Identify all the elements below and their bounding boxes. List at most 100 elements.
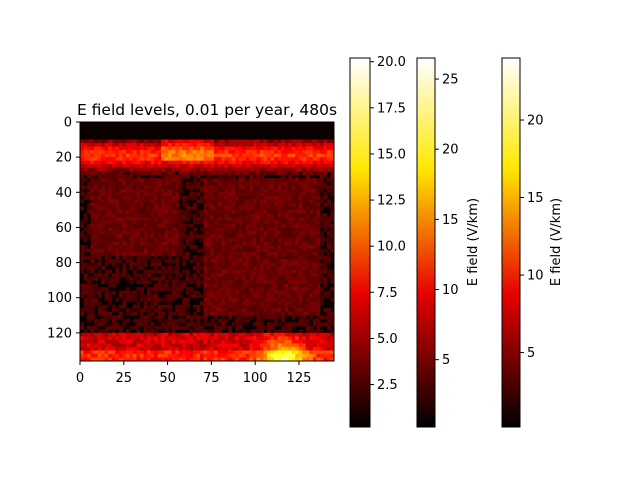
heatmap-cell: [175, 283, 180, 288]
heatmap-cell: [147, 209, 151, 214]
heatmap-cell: [125, 202, 130, 207]
heatmap-cell: [168, 241, 173, 246]
heatmap-cell: [125, 248, 130, 253]
heatmap-cell: [259, 185, 264, 190]
heatmap-cell: [154, 150, 159, 155]
heatmap-cell: [256, 223, 261, 228]
heatmap-cell: [305, 287, 310, 292]
heatmap-cell: [111, 181, 116, 186]
heatmap-cell: [136, 248, 141, 253]
heatmap-cell: [154, 301, 159, 306]
heatmap-cell: [316, 227, 321, 232]
heatmap-cell: [288, 269, 293, 274]
heatmap-cell: [312, 283, 317, 288]
heatmap-cell: [295, 322, 300, 327]
heatmap-cell: [238, 357, 243, 362]
heatmap-cell: [291, 294, 296, 299]
heatmap-cell: [203, 259, 208, 263]
heatmap-cell: [171, 188, 176, 193]
heatmap-cell: [242, 171, 247, 176]
heatmap-cell: [157, 153, 162, 158]
heatmap-cell: [210, 259, 215, 263]
heatmap-cell: [118, 202, 123, 207]
colorbar-tick-label: 15: [442, 213, 459, 228]
heatmap-cell: [252, 329, 257, 334]
heatmap-cell: [157, 146, 162, 151]
heatmap-cell: [221, 216, 226, 221]
heatmap-cell: [277, 297, 282, 302]
heatmap-cell: [199, 294, 204, 299]
heatmap-cell: [235, 266, 240, 271]
heatmap-cell: [83, 255, 88, 260]
heatmap-cell: [263, 266, 268, 271]
heatmap-cell: [326, 241, 331, 246]
heatmap-cell: [161, 234, 166, 239]
heatmap-cell: [263, 294, 268, 299]
heatmap-cell: [309, 150, 314, 155]
heatmap-cell: [252, 227, 257, 232]
heatmap-cell: [164, 167, 169, 172]
heatmap-cell: [238, 287, 243, 292]
heatmap-cell: [330, 206, 335, 211]
heatmap-cell: [136, 160, 141, 165]
heatmap-cell: [94, 262, 99, 267]
heatmap-cell: [168, 150, 173, 155]
heatmap-cell: [274, 262, 278, 267]
heatmap-cell: [94, 213, 99, 218]
heatmap-cell: [136, 195, 141, 200]
heatmap-cell: [136, 174, 141, 179]
heatmap-cell: [224, 195, 229, 200]
heatmap-cell: [288, 213, 293, 218]
heatmap-cell: [231, 234, 236, 239]
heatmap-cell: [221, 304, 226, 309]
heatmap-cell: [259, 276, 264, 281]
heatmap-cell: [111, 346, 116, 351]
heatmap-cell: [305, 206, 310, 211]
heatmap-cell: [83, 343, 88, 348]
heatmap-cell: [122, 269, 127, 274]
heatmap-cell: [231, 185, 236, 190]
heatmap-cell: [305, 353, 310, 358]
heatmap-cell: [207, 230, 211, 235]
heatmap-cell: [295, 178, 300, 183]
heatmap-cell: [122, 174, 127, 179]
heatmap-cell: [249, 146, 254, 151]
heatmap-cell: [136, 346, 141, 351]
heatmap-cell: [281, 146, 286, 151]
heatmap-cell: [316, 199, 321, 204]
heatmap-cell: [252, 339, 257, 344]
heatmap-cell: [97, 209, 102, 214]
heatmap-cell: [129, 332, 134, 337]
heatmap-cell: [302, 153, 307, 158]
heatmap-cell: [319, 294, 324, 299]
heatmap-cell: [263, 150, 268, 155]
heatmap-cell: [326, 188, 331, 193]
heatmap-cell: [104, 230, 109, 235]
heatmap-cell: [125, 227, 130, 232]
heatmap-cell: [217, 276, 222, 281]
heatmap-cell: [157, 276, 162, 281]
heatmap-cell: [312, 195, 317, 200]
heatmap-cell: [305, 255, 310, 260]
heatmap-cell: [235, 234, 240, 239]
heatmap-cell: [309, 234, 314, 239]
heatmap-cell: [319, 223, 324, 228]
heatmap-cell: [164, 294, 169, 299]
heatmap-cell: [168, 311, 173, 316]
heatmap-cell: [245, 255, 250, 260]
heatmap-cell: [302, 227, 307, 232]
heatmap-cell: [175, 273, 180, 278]
heatmap-cell: [295, 276, 300, 281]
heatmap-cell: [221, 171, 226, 176]
heatmap-cell: [157, 332, 162, 337]
heatmap-cell: [235, 297, 240, 302]
heatmap-cell: [104, 160, 109, 165]
heatmap-cell: [157, 188, 162, 193]
heatmap-cell: [242, 199, 247, 204]
heatmap-cell: [284, 297, 289, 302]
heatmap-cell: [189, 234, 194, 239]
heatmap-cell: [242, 174, 247, 179]
heatmap-cell: [316, 230, 321, 235]
heatmap-cell: [164, 206, 169, 211]
heatmap-cell: [143, 315, 148, 320]
